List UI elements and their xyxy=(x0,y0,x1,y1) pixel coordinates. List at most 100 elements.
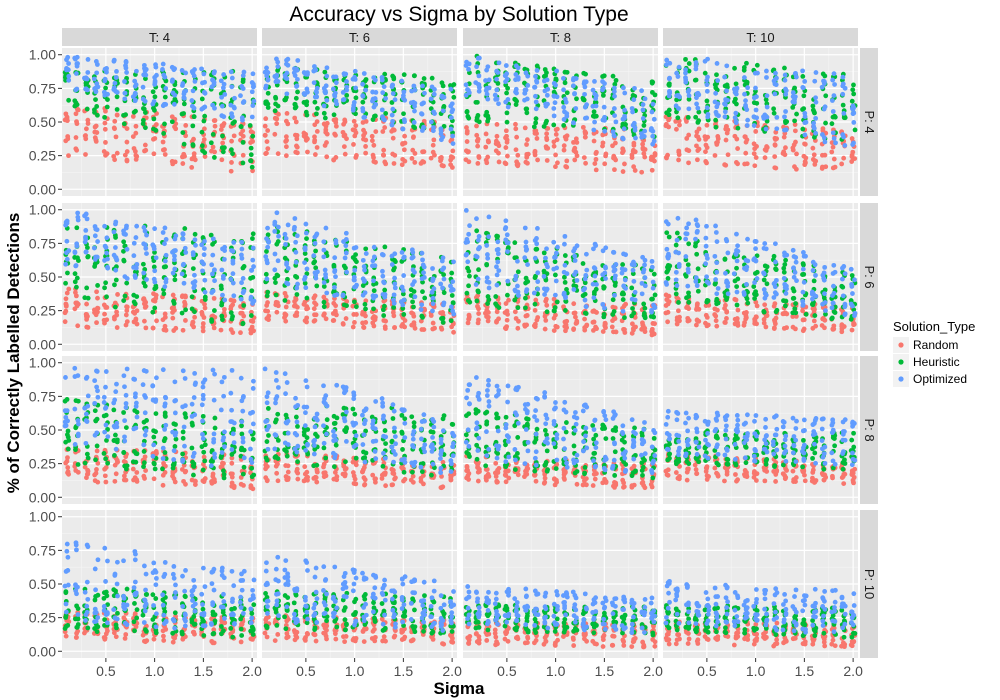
point-group xyxy=(62,210,257,336)
data-point xyxy=(238,296,244,302)
data-point xyxy=(811,109,817,115)
data-point xyxy=(133,235,139,240)
data-point xyxy=(122,152,128,158)
data-point xyxy=(810,302,816,308)
data-point xyxy=(632,85,637,91)
data-point xyxy=(371,244,377,250)
data-point xyxy=(332,269,338,275)
data-point xyxy=(531,124,537,130)
data-point xyxy=(200,328,206,334)
data-point xyxy=(612,81,618,87)
data-point xyxy=(696,118,702,124)
data-point xyxy=(248,313,254,318)
data-point xyxy=(642,283,648,289)
data-point xyxy=(503,79,508,85)
data-point xyxy=(573,149,579,155)
data-point xyxy=(663,62,669,68)
data-point xyxy=(160,67,165,72)
data-point xyxy=(341,239,346,244)
data-point xyxy=(704,77,710,83)
data-point xyxy=(819,323,825,328)
data-point xyxy=(134,261,140,267)
data-point xyxy=(171,328,177,333)
data-point xyxy=(141,473,147,479)
data-point xyxy=(221,468,226,474)
data-point xyxy=(383,96,389,101)
data-point xyxy=(102,223,107,229)
data-point xyxy=(124,126,130,131)
data-point xyxy=(734,85,740,91)
data-point xyxy=(263,254,269,259)
data-point xyxy=(600,79,605,84)
data-point xyxy=(265,76,271,82)
data-point xyxy=(753,314,759,320)
data-point xyxy=(162,450,168,455)
data-point xyxy=(202,113,208,119)
data-point xyxy=(592,273,598,279)
data-point xyxy=(201,252,207,258)
data-point xyxy=(823,164,829,170)
data-point xyxy=(842,143,848,148)
data-point xyxy=(852,127,858,133)
data-point xyxy=(742,91,747,97)
data-point xyxy=(440,310,446,315)
data-point xyxy=(284,70,290,76)
data-point xyxy=(95,388,100,394)
data-point xyxy=(250,103,256,108)
data-point xyxy=(113,134,119,140)
data-point xyxy=(275,258,281,264)
data-point xyxy=(811,120,816,126)
data-point xyxy=(75,210,81,216)
data-point xyxy=(171,301,177,306)
data-point xyxy=(113,389,119,395)
data-point xyxy=(440,285,445,291)
data-point xyxy=(639,131,644,137)
data-point xyxy=(810,296,815,302)
data-point xyxy=(95,394,101,400)
data-point xyxy=(830,77,836,83)
data-point xyxy=(264,139,270,145)
data-point xyxy=(411,73,417,79)
chart-title: Accuracy vs Sigma by Solution Type xyxy=(289,3,628,26)
data-point xyxy=(450,279,456,284)
data-point xyxy=(714,269,720,275)
data-point xyxy=(73,146,79,152)
data-point xyxy=(200,413,206,419)
data-point xyxy=(683,75,688,81)
data-point xyxy=(466,283,471,289)
data-point xyxy=(412,108,417,114)
data-point xyxy=(831,93,837,99)
data-point xyxy=(189,156,195,162)
data-point xyxy=(762,155,768,161)
data-point xyxy=(683,254,689,259)
data-point xyxy=(113,75,119,80)
data-point xyxy=(723,302,728,308)
data-point xyxy=(92,378,98,384)
data-point xyxy=(493,294,499,299)
data-point xyxy=(133,317,139,323)
data-point xyxy=(333,123,339,129)
data-point xyxy=(640,116,646,121)
data-point xyxy=(371,142,377,148)
data-point xyxy=(63,111,69,117)
data-point xyxy=(792,306,798,311)
data-point xyxy=(66,286,72,292)
data-point xyxy=(725,152,731,158)
data-point xyxy=(83,440,89,446)
data-point xyxy=(392,97,398,103)
data-point xyxy=(379,107,385,113)
data-point xyxy=(830,109,836,114)
data-point xyxy=(162,241,167,247)
data-point xyxy=(241,69,247,75)
data-point xyxy=(725,291,731,297)
data-point xyxy=(531,323,537,329)
data-point xyxy=(229,452,235,457)
data-point xyxy=(239,239,245,245)
data-point xyxy=(633,135,638,141)
data-point xyxy=(181,101,187,107)
data-point xyxy=(411,289,417,294)
data-point xyxy=(428,96,434,102)
data-point xyxy=(85,254,91,259)
data-point xyxy=(723,236,729,242)
data-point xyxy=(752,280,757,285)
